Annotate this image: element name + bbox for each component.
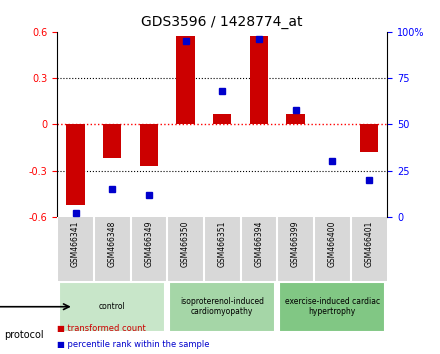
Bar xyxy=(140,125,158,166)
Text: ■ percentile rank within the sample: ■ percentile rank within the sample xyxy=(57,339,210,349)
Text: GSM466348: GSM466348 xyxy=(108,220,117,267)
Bar xyxy=(66,125,85,205)
Bar xyxy=(286,114,305,125)
Text: GSM466351: GSM466351 xyxy=(218,220,227,267)
Text: GSM466394: GSM466394 xyxy=(254,220,264,267)
Bar xyxy=(103,125,121,158)
Bar xyxy=(213,114,231,125)
Text: protocol: protocol xyxy=(4,330,44,339)
FancyBboxPatch shape xyxy=(59,282,165,332)
Text: ■ transformed count: ■ transformed count xyxy=(57,324,146,333)
Text: isoproterenol-induced
cardiomyopathy: isoproterenol-induced cardiomyopathy xyxy=(180,297,264,316)
Text: exercise-induced cardiac
hypertrophy: exercise-induced cardiac hypertrophy xyxy=(285,297,380,316)
Text: GSM466399: GSM466399 xyxy=(291,220,300,267)
Text: GSM466400: GSM466400 xyxy=(328,220,337,267)
Text: GSM466401: GSM466401 xyxy=(364,220,374,267)
Text: GSM466349: GSM466349 xyxy=(144,220,154,267)
Text: GSM466341: GSM466341 xyxy=(71,220,80,267)
Title: GDS3596 / 1428774_at: GDS3596 / 1428774_at xyxy=(141,16,303,29)
Bar xyxy=(250,36,268,125)
FancyBboxPatch shape xyxy=(169,282,275,332)
Bar xyxy=(176,36,194,125)
Text: GSM466350: GSM466350 xyxy=(181,220,190,267)
FancyBboxPatch shape xyxy=(279,282,385,332)
Bar xyxy=(360,125,378,152)
Text: control: control xyxy=(99,302,125,311)
